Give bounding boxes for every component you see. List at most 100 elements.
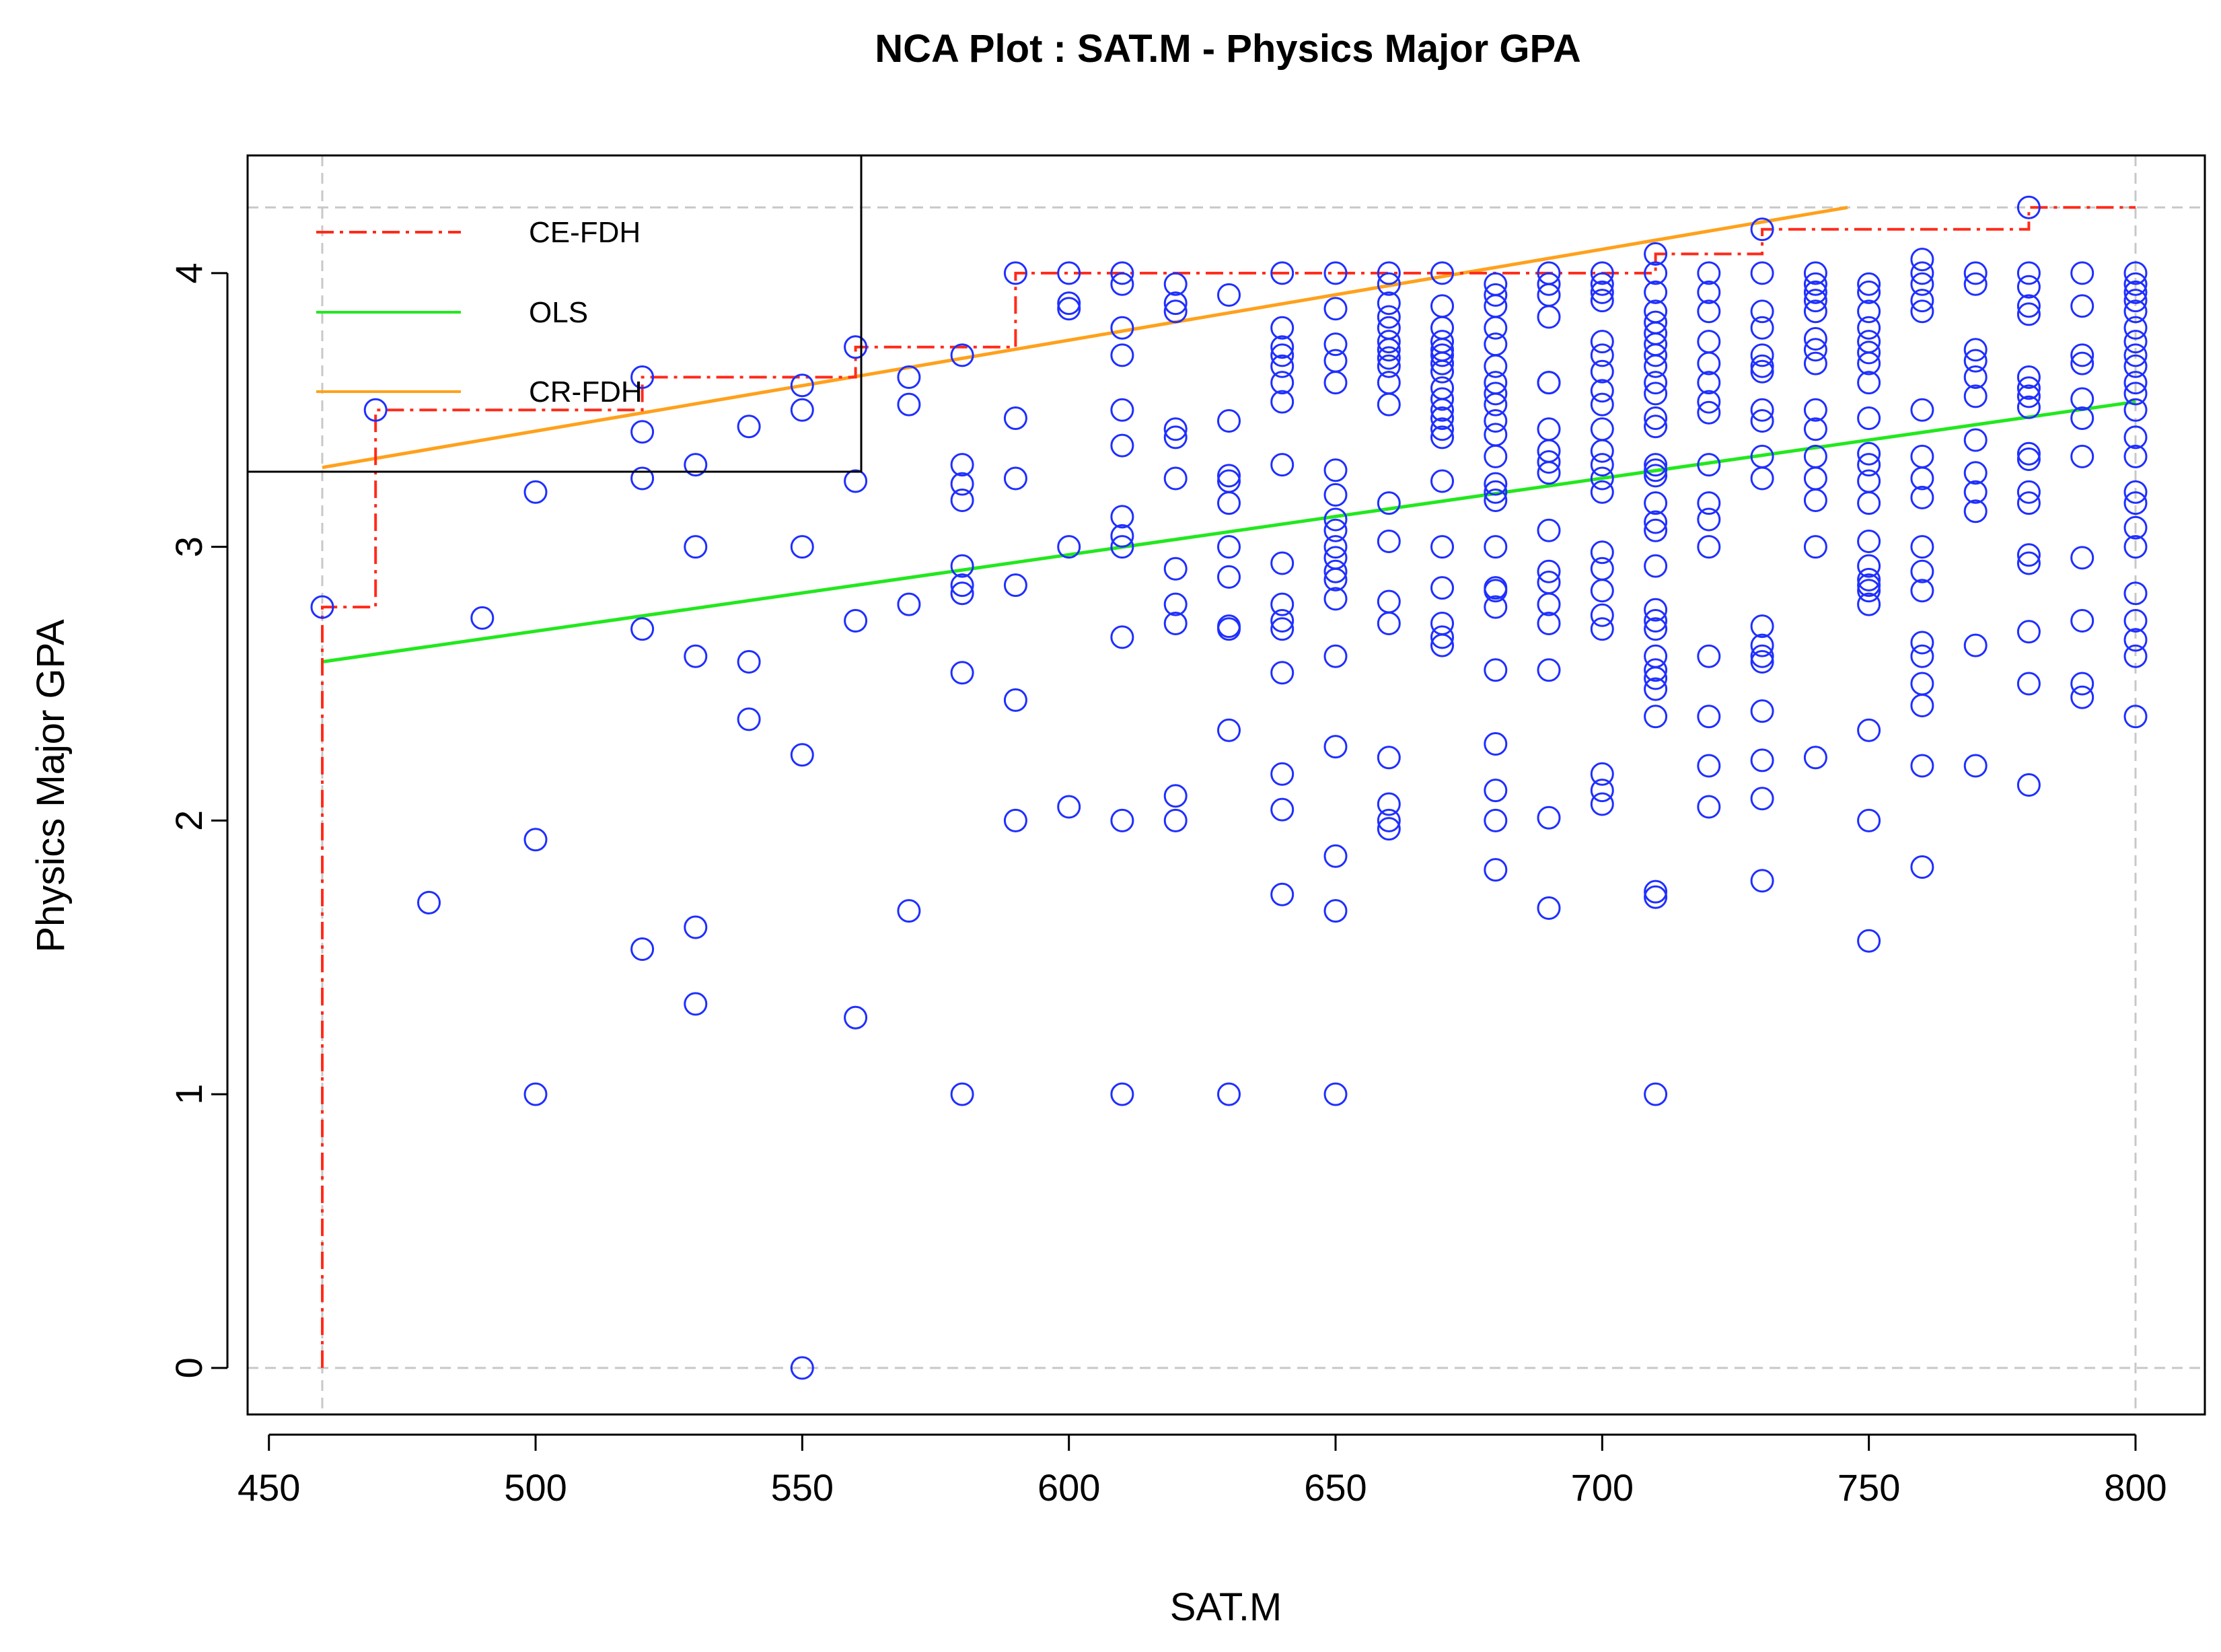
data-point	[1910, 855, 1934, 879]
data-point	[1803, 398, 1827, 422]
data-point	[1270, 371, 1295, 395]
data-point	[1430, 351, 1454, 375]
data-point	[1110, 261, 1134, 285]
data-point	[1750, 650, 1774, 674]
data-point	[2016, 441, 2041, 466]
ols-line	[322, 400, 2136, 663]
data-point	[1430, 576, 1454, 600]
data-point	[1323, 507, 1348, 532]
data-point	[1910, 485, 1934, 509]
data-point	[1217, 617, 1241, 641]
data-point	[1857, 406, 1881, 430]
data-point	[1697, 754, 1721, 778]
data-point	[1110, 433, 1134, 458]
data-point	[1537, 658, 1561, 682]
y-axis-label: Physics Major GPA	[29, 619, 73, 953]
data-point	[1537, 450, 1561, 474]
data-point	[630, 365, 655, 389]
data-point	[1803, 299, 1827, 324]
data-point	[684, 644, 708, 668]
data-point	[1803, 417, 1827, 441]
data-point	[1910, 631, 1934, 655]
data-point	[1270, 335, 1295, 359]
data-point	[1644, 658, 1668, 682]
data-point	[1963, 499, 1988, 524]
data-point	[1270, 551, 1295, 575]
data-point	[1110, 1082, 1134, 1106]
data-point	[1857, 340, 1881, 365]
data-point	[1484, 316, 1508, 340]
data-point	[1590, 480, 1614, 504]
plot-frame	[246, 154, 2206, 1416]
data-point	[1644, 518, 1668, 542]
data-point	[897, 592, 921, 616]
data-point	[1857, 272, 1881, 296]
data-point	[2016, 480, 2041, 504]
data-point	[2016, 275, 2041, 299]
data-point	[1484, 579, 1508, 603]
data-point	[1644, 609, 1668, 633]
data-point	[1537, 272, 1561, 296]
data-point	[1910, 672, 1934, 696]
data-point	[1697, 299, 1721, 324]
data-point	[2123, 289, 2148, 313]
y-tick-label: 3	[168, 536, 210, 557]
data-point	[1484, 472, 1508, 496]
x-tick-label: 800	[2104, 1466, 2167, 1509]
data-point	[1590, 439, 1614, 463]
data-point	[1857, 491, 1881, 515]
data-point	[1644, 406, 1668, 430]
data-point	[1803, 289, 1827, 313]
data-point	[1270, 343, 1295, 367]
data-point	[1270, 316, 1295, 340]
data-point	[1323, 297, 1348, 321]
data-point	[1430, 633, 1454, 657]
data-point	[1323, 482, 1348, 507]
legend-ce-fdh-label: CE-FDH	[529, 216, 641, 249]
data-point	[2016, 395, 2041, 419]
data-point	[2016, 294, 2041, 318]
data-point	[2070, 406, 2095, 430]
data-point	[1697, 371, 1721, 395]
data-point	[2123, 705, 2148, 729]
data-point	[1110, 505, 1134, 529]
data-point	[1750, 316, 1774, 340]
data-point	[1857, 280, 1881, 304]
data-point	[1163, 417, 1188, 441]
data-point	[1270, 762, 1295, 786]
data-point	[1910, 289, 1934, 313]
data-point	[1270, 661, 1295, 685]
data-point	[950, 1082, 974, 1106]
data-points	[310, 195, 2148, 1380]
data-point	[790, 398, 814, 422]
data-point	[1644, 666, 1668, 690]
data-point	[2123, 609, 2148, 633]
data-point	[1217, 409, 1241, 433]
data-point	[950, 489, 974, 512]
data-point	[1323, 371, 1348, 395]
data-point	[684, 535, 708, 559]
data-point	[1590, 556, 1614, 581]
cr-fdh-line	[322, 205, 1848, 470]
data-point	[1217, 565, 1241, 589]
data-point	[1803, 272, 1827, 296]
data-point	[1910, 579, 1934, 603]
data-point	[1110, 535, 1134, 559]
data-point	[1803, 280, 1827, 304]
data-point	[1377, 746, 1401, 770]
data-point	[1537, 612, 1561, 635]
data-point	[1644, 242, 1668, 266]
data-point	[2123, 316, 2148, 340]
data-point	[1910, 444, 1934, 468]
data-point	[1910, 398, 1934, 422]
data-point	[1430, 359, 1454, 384]
x-tick-label: 550	[771, 1466, 834, 1509]
data-point	[2016, 447, 2041, 471]
data-point	[2123, 644, 2148, 668]
data-point	[1750, 644, 1774, 668]
x-tick-label: 650	[1304, 1466, 1367, 1509]
data-point	[630, 466, 655, 491]
data-point	[1484, 858, 1508, 882]
data-point	[1484, 332, 1508, 357]
data-point	[1537, 592, 1561, 616]
